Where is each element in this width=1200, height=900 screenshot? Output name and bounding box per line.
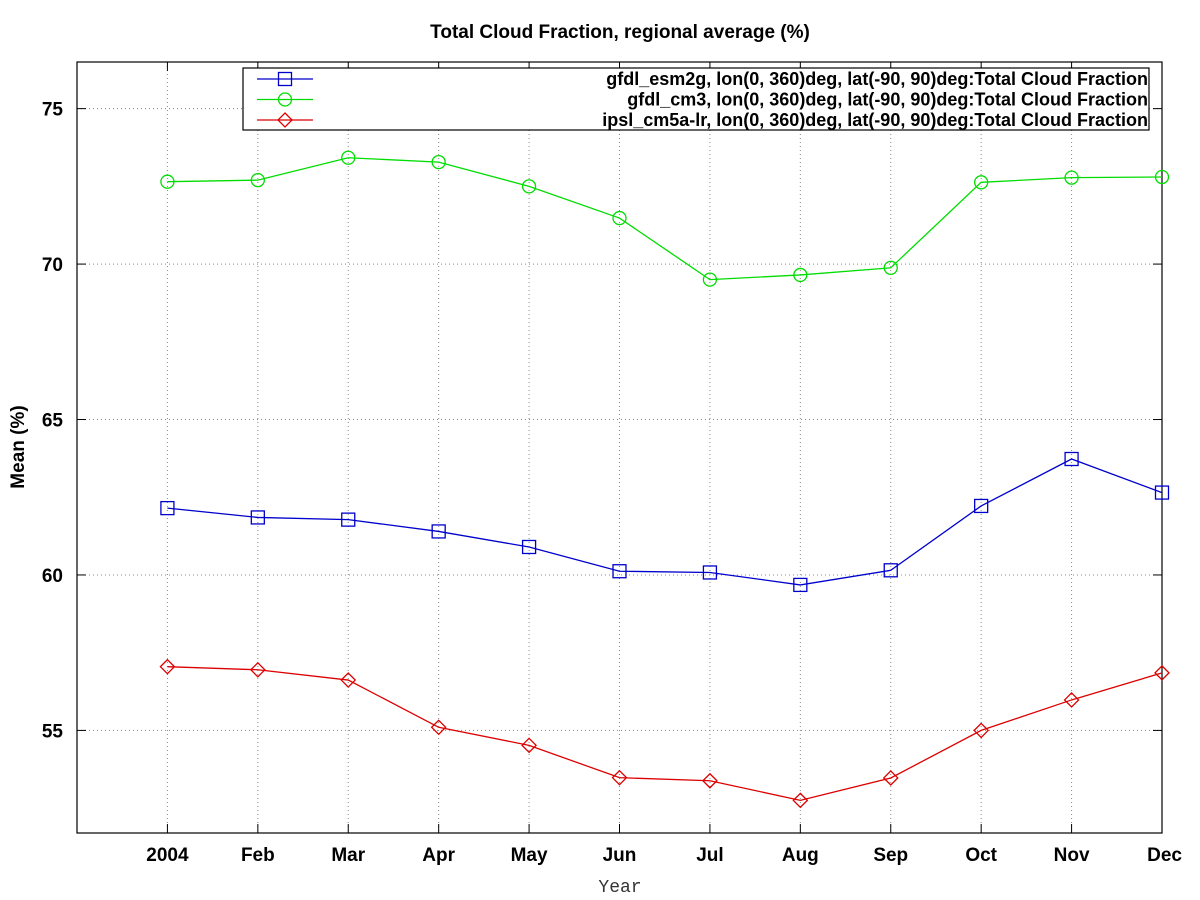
data-point-circle <box>1154 169 1170 185</box>
x-tick-label: Dec <box>1147 845 1182 866</box>
legend-label: ipsl_cm5a-lr, lon(0, 360)deg, lat(-90, 9… <box>602 110 1148 130</box>
data-point-diamond <box>340 672 357 688</box>
legend-marker-circle <box>277 92 293 107</box>
series-line <box>167 458 1163 586</box>
x-tick-label: May <box>511 845 548 866</box>
data-point-diamond <box>973 722 990 739</box>
data-point-circle <box>1064 170 1079 185</box>
legend-marker-diamond <box>277 112 293 128</box>
legend: gfdl_esm2g, lon(0, 360)deg, lat(-90, 90)… <box>242 67 1150 131</box>
x-tick-label: Apr <box>422 845 455 866</box>
x-tick-label: Mar <box>331 845 365 866</box>
data-point-square <box>612 564 627 579</box>
data-point-square <box>341 512 356 527</box>
x-tick-label: Sep <box>873 845 908 866</box>
data-point-diamond <box>430 719 447 736</box>
y-tick-label: 60 <box>42 566 63 587</box>
series-line <box>167 666 1163 802</box>
grid <box>77 62 1162 833</box>
chart-title: Total Cloud Fraction, regional average (… <box>430 22 810 43</box>
x-tick-label: 2004 <box>146 845 189 866</box>
data-point-diamond <box>611 769 628 786</box>
data-point-square <box>793 577 808 593</box>
legend-marker-square <box>277 71 293 87</box>
data-point-circle <box>612 210 627 226</box>
data-point-square <box>1154 485 1170 500</box>
x-tick-label: Nov <box>1054 845 1090 866</box>
plot-frame <box>76 61 1163 834</box>
data-point-diamond <box>159 658 176 675</box>
data-point-circle <box>521 179 537 194</box>
y-tick-label: 65 <box>42 411 64 432</box>
data-point-square <box>883 563 898 578</box>
series-layer <box>159 150 1170 809</box>
data-point-diamond <box>882 770 899 786</box>
x-tick-label: Aug <box>782 845 819 866</box>
data-point-circle <box>160 174 175 189</box>
data-point-diamond <box>521 737 538 754</box>
y-tick-label: 55 <box>42 721 64 742</box>
data-point-square <box>431 524 446 539</box>
legend-box <box>242 67 1150 131</box>
data-point-square <box>521 539 537 555</box>
x-axis-label: Year <box>598 878 641 898</box>
data-point-diamond <box>1154 664 1170 681</box>
y-tick-label: 75 <box>42 100 64 121</box>
x-tick-label: Jul <box>696 845 723 866</box>
data-point-circle <box>793 267 808 283</box>
data-point-circle <box>250 172 265 188</box>
data-point-square <box>974 498 989 514</box>
data-point-circle <box>974 175 989 190</box>
data-point-square <box>250 510 265 525</box>
data-point-circle <box>431 154 446 170</box>
data-point-square <box>702 565 718 580</box>
data-point-diamond <box>249 661 266 678</box>
data-point-square <box>1064 451 1079 467</box>
legend-label: gfdl_cm3, lon(0, 360)deg, lat(-90, 90)de… <box>627 90 1148 110</box>
axes: 55 60 65 70 75 2004 Feb Mar Apr May Jun Jul Aug Sep Oc… <box>42 61 1182 866</box>
series-1 <box>160 150 1170 287</box>
series-2 <box>159 658 1170 809</box>
data-point-circle <box>702 272 718 287</box>
data-point-diamond <box>701 772 718 789</box>
legend-label: gfdl_esm2g, lon(0, 360)deg, lat(-90, 90)… <box>606 69 1148 89</box>
x-tick-label: Oct <box>965 845 997 866</box>
x-tick-label: Feb <box>241 845 275 866</box>
data-point-circle <box>341 150 356 165</box>
data-point-circle <box>883 260 898 275</box>
series-line <box>167 157 1163 281</box>
series-0 <box>160 451 1170 593</box>
y-axis-label: Mean (%) <box>8 405 29 488</box>
x-tick-label: Jun <box>603 845 637 866</box>
data-point-diamond <box>1063 692 1080 708</box>
y-tick-label: 70 <box>42 255 63 276</box>
data-point-square <box>160 500 175 516</box>
data-point-diamond <box>792 792 809 809</box>
